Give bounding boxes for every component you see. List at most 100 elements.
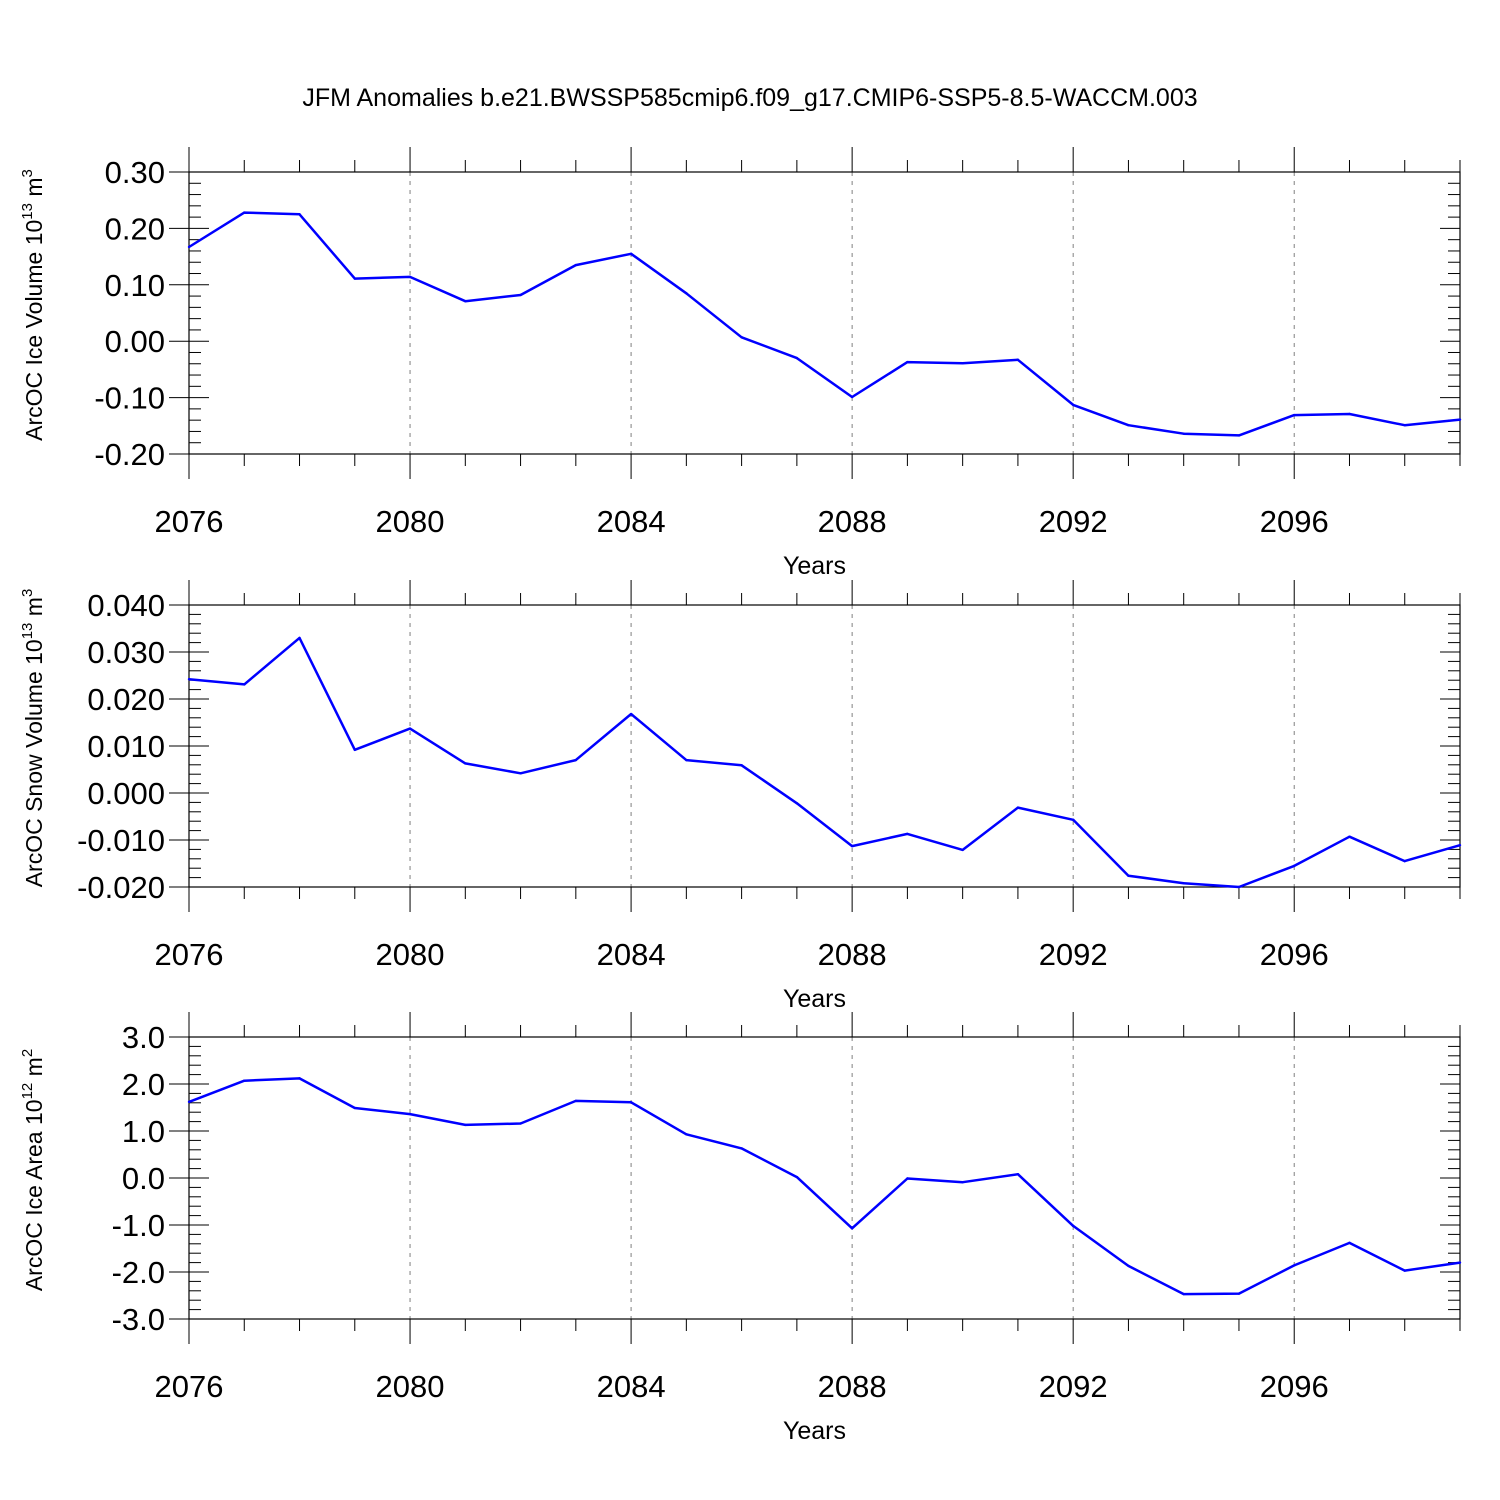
x-axis-label: Years [783,552,846,580]
data-point [243,683,246,686]
series-line [188,211,1461,437]
y-axis-label-exponent: 12 [19,1083,36,1100]
panel-3: 3.0 2.0 1.0 0.0 -1.0 -2.0 -3.0 2076 2080 2084 2088… [19,1012,1462,1445]
data-point [795,802,799,805]
data-point [187,678,191,681]
data-point [243,211,246,214]
plot-frame [188,171,1461,455]
y-axis-label-unit: m [21,177,47,203]
y-axis-label-text: ArcOC Snow Volume 10 [21,639,47,887]
data-point [574,758,578,762]
data-point [298,213,301,216]
x-tick-label: 2084 [597,1369,666,1404]
y-tick-label: -0.010 [77,823,165,858]
data-point [408,275,412,279]
data-point [1237,885,1241,889]
data-point [1348,835,1351,838]
y-tick-label: 2.0 [122,1067,165,1102]
data-point [1127,874,1130,877]
data-point [740,336,743,339]
data-point [906,360,909,364]
data-point [1127,1264,1130,1268]
y-tick-label: 0.040 [87,588,165,623]
data-point [1127,424,1130,427]
x-tick-label: 2096 [1260,504,1329,539]
data-point [1237,1292,1241,1295]
data-point [961,848,964,852]
x-tick-label: 2092 [1039,504,1108,539]
y-tick-label: 0.030 [87,635,165,670]
data-point [1237,434,1241,437]
data-point [574,263,578,267]
data-point [685,758,688,762]
data-point [243,1079,246,1082]
data-point [1293,1264,1296,1267]
data-point [1016,1173,1020,1176]
x-tick-label: 2080 [376,937,445,972]
y-axis-label-unit: m [21,1057,47,1083]
data-point [519,1122,522,1125]
data-point [1458,1261,1462,1264]
data-point [298,636,301,640]
y-tick-label: 0.020 [87,682,165,717]
x-tick-label: 2084 [597,504,666,539]
x-axis-label: Years [783,985,846,1013]
y-tick-label: -3.0 [112,1302,165,1337]
data-point [1403,1269,1406,1272]
y-tick-label: 1.0 [122,1114,165,1149]
x-tick-label: 2088 [818,504,887,539]
data-point [1182,432,1185,435]
data-point [1403,424,1406,427]
data-point [740,1147,743,1150]
data-point [850,1227,854,1230]
x-tick-label: 2088 [818,1369,887,1404]
y-axis-label-text: ArcOC Ice Area 10 [21,1099,47,1291]
y-axis-label-text: ArcOC Ice Volume 10 [21,220,47,441]
y-axis-label-exponent: 13 [19,623,36,640]
data-point [353,1106,356,1110]
x-tick-label: 2092 [1039,1369,1108,1404]
data-point [1293,413,1296,417]
panel-1: 0.30 0.20 0.10 0.00 -0.10 -0.20 2076 2080 2084 20… [19,147,1462,580]
data-point [961,361,964,365]
x-tick-label: 2096 [1260,1369,1329,1404]
data-point [1071,818,1075,821]
data-point [629,1101,633,1104]
x-tick-label: 2084 [597,937,666,972]
x-tick-label: 2092 [1039,937,1108,972]
y-axis-label-unit: m [21,597,47,623]
data-point [629,252,633,255]
data-point [685,292,688,295]
data-point [298,1077,301,1080]
y-axis-label: ArcOC Snow Volume 1013 m3 [19,589,47,888]
data-point [906,832,909,836]
y-tick-label: 0.000 [87,776,165,811]
y-tick-label: 0.20 [105,211,165,246]
data-point [353,277,356,280]
data-point [685,1133,688,1136]
data-point [1293,864,1296,868]
y-axis-label-unit-exponent: 3 [19,169,36,177]
x-tick-label: 2096 [1260,937,1329,972]
data-point [187,1100,191,1104]
y-axis-label-unit-exponent: 3 [19,589,36,597]
y-tick-label: 0.0 [122,1161,165,1196]
data-point [906,1177,909,1180]
chart-title: JFM Anomalies b.e21.BWSSP585cmip6.f09_g1… [302,84,1197,112]
x-tick-label: 2080 [376,1369,445,1404]
data-point [1348,1241,1351,1245]
data-point [1458,843,1462,847]
data-point [353,748,356,751]
data-point [740,764,743,767]
plot-frame [188,604,1461,888]
x-axis-label: Years [783,1417,846,1445]
data-point [1016,358,1020,362]
y-tick-label: 3.0 [122,1020,165,1055]
data-point [408,727,412,730]
y-axis-label-unit-exponent: 2 [19,1049,36,1057]
data-point [1071,403,1075,407]
data-point [464,762,467,765]
data-point [1182,1292,1185,1296]
